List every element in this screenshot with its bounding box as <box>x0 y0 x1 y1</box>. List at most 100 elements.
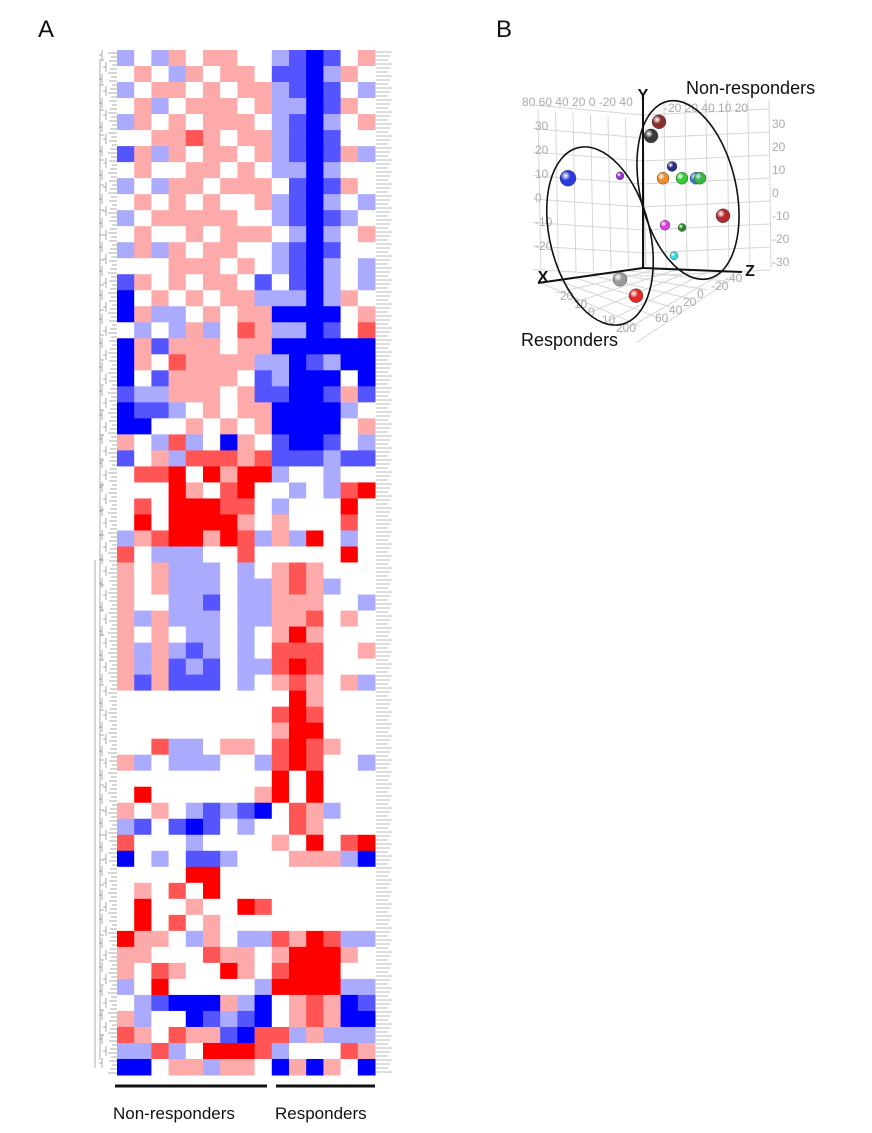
heatmap-cell <box>340 194 359 211</box>
heatmap-cell <box>306 1026 324 1044</box>
heatmap-cell <box>185 674 204 692</box>
heatmap-cell <box>271 1026 290 1044</box>
heatmap-cell <box>357 322 376 339</box>
heatmap-cell <box>340 850 359 868</box>
heatmap-cell <box>117 194 135 211</box>
heatmap-cell <box>185 818 204 836</box>
heatmap-cell <box>340 290 359 307</box>
heatmap-cell <box>237 306 256 323</box>
heatmap-cell <box>289 482 307 499</box>
heatmap-cell <box>323 530 342 547</box>
heatmap-cell <box>151 818 170 836</box>
row-dendrogram <box>94 50 117 1074</box>
heatmap-cell <box>168 1058 187 1076</box>
heatmap-cell <box>289 434 307 451</box>
heatmap-cell <box>151 386 170 403</box>
heatmap-cell <box>168 610 187 628</box>
heatmap-cell <box>340 802 359 820</box>
heatmap-cell <box>134 578 152 596</box>
heatmap-cell <box>271 434 290 451</box>
heatmap-cell <box>306 274 324 291</box>
heatmap-cell <box>289 50 307 67</box>
heatmap-cell <box>289 226 307 243</box>
heatmap-cell <box>117 418 135 435</box>
heatmap-cell <box>254 258 273 275</box>
heatmap-cell <box>323 946 342 964</box>
heatmap-cell <box>203 738 221 756</box>
heatmap-cell <box>203 290 221 307</box>
heatmap-cell <box>254 562 273 580</box>
heatmap-cell <box>203 226 221 243</box>
heatmap-cell <box>357 562 376 580</box>
heatmap-cell <box>237 674 256 692</box>
heatmap-cell <box>340 1058 359 1076</box>
heatmap-cell <box>306 258 324 275</box>
heatmap-cell <box>340 1010 359 1028</box>
heatmap-cell <box>254 306 273 323</box>
heatmap-cell <box>340 498 359 515</box>
heatmap-cell <box>151 866 170 884</box>
heatmap-cell <box>237 50 256 67</box>
heatmap-cell <box>220 882 238 900</box>
heatmap-cell <box>271 130 290 147</box>
heatmap-cell <box>306 546 324 563</box>
heatmap-cell <box>357 130 376 147</box>
heatmap-cell <box>357 1058 376 1076</box>
heatmap-cell <box>254 162 273 179</box>
heatmap-cell <box>357 818 376 836</box>
heatmap-cell <box>289 642 307 660</box>
heatmap-cell <box>203 770 221 788</box>
heatmap-cell <box>203 642 221 660</box>
heatmap-cell <box>151 98 170 115</box>
heatmap-cell <box>117 1042 135 1060</box>
heatmap-cell <box>185 914 204 932</box>
heatmap-cell <box>340 82 359 99</box>
heatmap-cell <box>168 802 187 820</box>
heatmap-cell <box>323 178 342 195</box>
heatmap-cell <box>117 50 135 67</box>
heatmap-cell <box>168 626 187 644</box>
heatmap-cell <box>254 82 273 99</box>
heatmap-cell <box>203 754 221 772</box>
heatmap-cell <box>289 290 307 307</box>
heatmap-cell <box>134 114 152 131</box>
heatmap-cell <box>185 962 204 980</box>
heatmap-cell <box>323 786 342 804</box>
heatmap-cell <box>323 690 342 708</box>
heatmap-cell <box>271 386 290 403</box>
heatmap-cell <box>168 866 187 884</box>
heatmap-cell <box>134 866 152 884</box>
heatmap-cell <box>203 498 221 515</box>
heatmap-cell <box>306 306 324 323</box>
heatmap-cell <box>306 178 324 195</box>
heatmap-cell <box>168 274 187 291</box>
heatmap-cell <box>237 178 256 195</box>
heatmap-cell <box>306 162 324 179</box>
heatmap-cell <box>323 738 342 756</box>
heatmap-cell <box>306 610 324 628</box>
heatmap-cell <box>168 98 187 115</box>
heatmap-cell <box>357 402 376 419</box>
heatmap-cell <box>306 978 324 996</box>
heatmap-cell <box>168 962 187 980</box>
heatmap-cell <box>185 306 204 323</box>
heatmap-cell <box>185 178 204 195</box>
heatmap-cell <box>254 386 273 403</box>
heatmap-cell <box>237 866 256 884</box>
heatmap-cell <box>185 114 204 131</box>
heatmap-cell <box>289 562 307 580</box>
heatmap-cell <box>340 946 359 964</box>
heatmap-cell <box>289 242 307 259</box>
heatmap-cell <box>237 354 256 371</box>
heatmap-cell <box>254 466 273 483</box>
heatmap-cell <box>289 210 307 227</box>
heatmap-cell <box>306 626 324 644</box>
heatmap-cell <box>340 722 359 740</box>
heatmap-cell <box>340 898 359 916</box>
heatmap-cell <box>271 818 290 836</box>
heatmap-cell <box>340 130 359 147</box>
heatmap-cell <box>134 690 152 708</box>
heatmap-cell <box>168 290 187 307</box>
heatmap-cell <box>117 466 135 483</box>
heatmap-cell <box>289 898 307 916</box>
